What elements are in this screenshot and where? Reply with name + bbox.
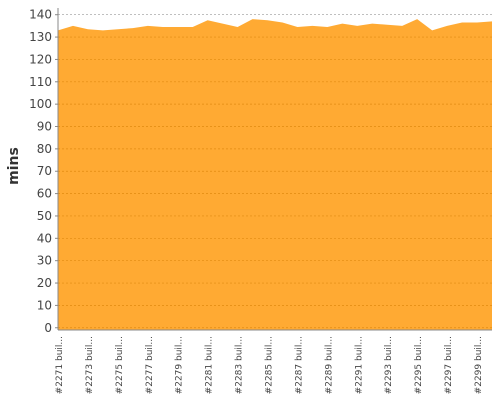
y-tick-label: 110 bbox=[29, 75, 52, 89]
x-tick-label: #2273 buil... bbox=[85, 336, 95, 394]
y-tick-label: 30 bbox=[37, 254, 52, 268]
x-tick-label: #2289 buil... bbox=[324, 336, 334, 394]
y-tick-label: 70 bbox=[37, 164, 52, 178]
x-tick-label: #2281 buil... bbox=[205, 336, 215, 394]
y-tick-label: 140 bbox=[29, 8, 52, 22]
x-tick-label: #2293 buil... bbox=[384, 336, 394, 394]
x-tick-label: #2297 buil... bbox=[444, 336, 454, 394]
y-tick-label: 40 bbox=[37, 231, 52, 245]
x-tick-label: #2287 buil... bbox=[294, 336, 304, 394]
y-tick-label: 20 bbox=[37, 276, 52, 290]
y-tick-label: 120 bbox=[29, 52, 52, 66]
y-tick-label: 130 bbox=[29, 30, 52, 44]
x-tick-label: #2283 buil... bbox=[235, 336, 245, 394]
x-tick-label: #2299 buil... bbox=[474, 336, 484, 394]
y-tick-label: 80 bbox=[37, 142, 52, 156]
y-axis-label: mins bbox=[6, 147, 22, 185]
x-tick-label: #2275 buil... bbox=[115, 336, 125, 394]
y-tick-label: 50 bbox=[37, 209, 52, 223]
x-tick-label: #2285 buil... bbox=[265, 336, 275, 394]
y-tick-label: 10 bbox=[37, 298, 52, 312]
x-tick-label: #2271 buil... bbox=[55, 336, 65, 394]
y-tick-label: 90 bbox=[37, 120, 52, 134]
y-tick-label: 100 bbox=[29, 97, 52, 111]
x-tick-label: #2279 buil... bbox=[175, 336, 185, 394]
y-tick-label: 0 bbox=[44, 321, 52, 335]
x-tick-label: #2277 buil... bbox=[145, 336, 155, 394]
area bbox=[58, 19, 492, 331]
x-tick-label: #2295 buil... bbox=[414, 336, 424, 394]
y-tick-label: 60 bbox=[37, 187, 52, 201]
x-tick-label: #2291 buil... bbox=[354, 336, 364, 394]
